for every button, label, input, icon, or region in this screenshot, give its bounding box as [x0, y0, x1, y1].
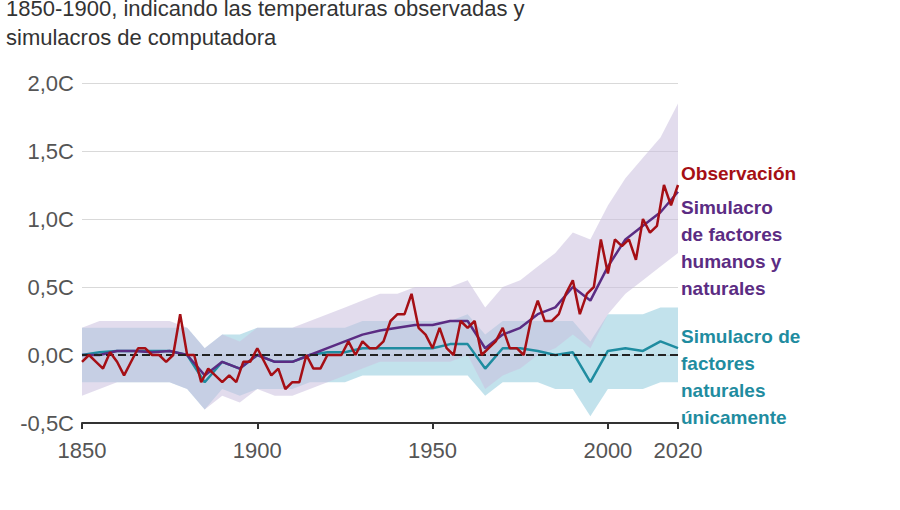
svg-text:1,0C: 1,0C [28, 207, 75, 232]
svg-text:naturales: naturales [681, 278, 765, 299]
svg-text:Simulacro de: Simulacro de [681, 326, 800, 347]
svg-text:Simulacro: Simulacro [681, 197, 773, 218]
svg-text:1900: 1900 [233, 438, 282, 463]
svg-text:-0,5C: -0,5C [20, 411, 74, 436]
svg-text:simulacros de computadora: simulacros de computadora [6, 25, 277, 50]
svg-text:Observación: Observación [681, 163, 796, 184]
svg-text:2,0C: 2,0C [28, 71, 75, 96]
svg-text:1850-1900, indicando las tempe: 1850-1900, indicando las temperaturas ob… [6, 0, 525, 21]
svg-text:2020: 2020 [654, 438, 703, 463]
svg-text:naturales: naturales [681, 380, 765, 401]
svg-text:1,5C: 1,5C [28, 139, 75, 164]
svg-text:de factores: de factores [681, 224, 782, 245]
svg-text:2000: 2000 [583, 438, 632, 463]
svg-text:factores: factores [681, 353, 755, 374]
svg-text:humanos y: humanos y [681, 251, 782, 272]
svg-text:únicamente: únicamente [681, 407, 787, 428]
svg-text:1850: 1850 [58, 438, 107, 463]
svg-text:0,0C: 0,0C [28, 343, 75, 368]
svg-text:0,5C: 0,5C [28, 275, 75, 300]
svg-text:1950: 1950 [408, 438, 457, 463]
